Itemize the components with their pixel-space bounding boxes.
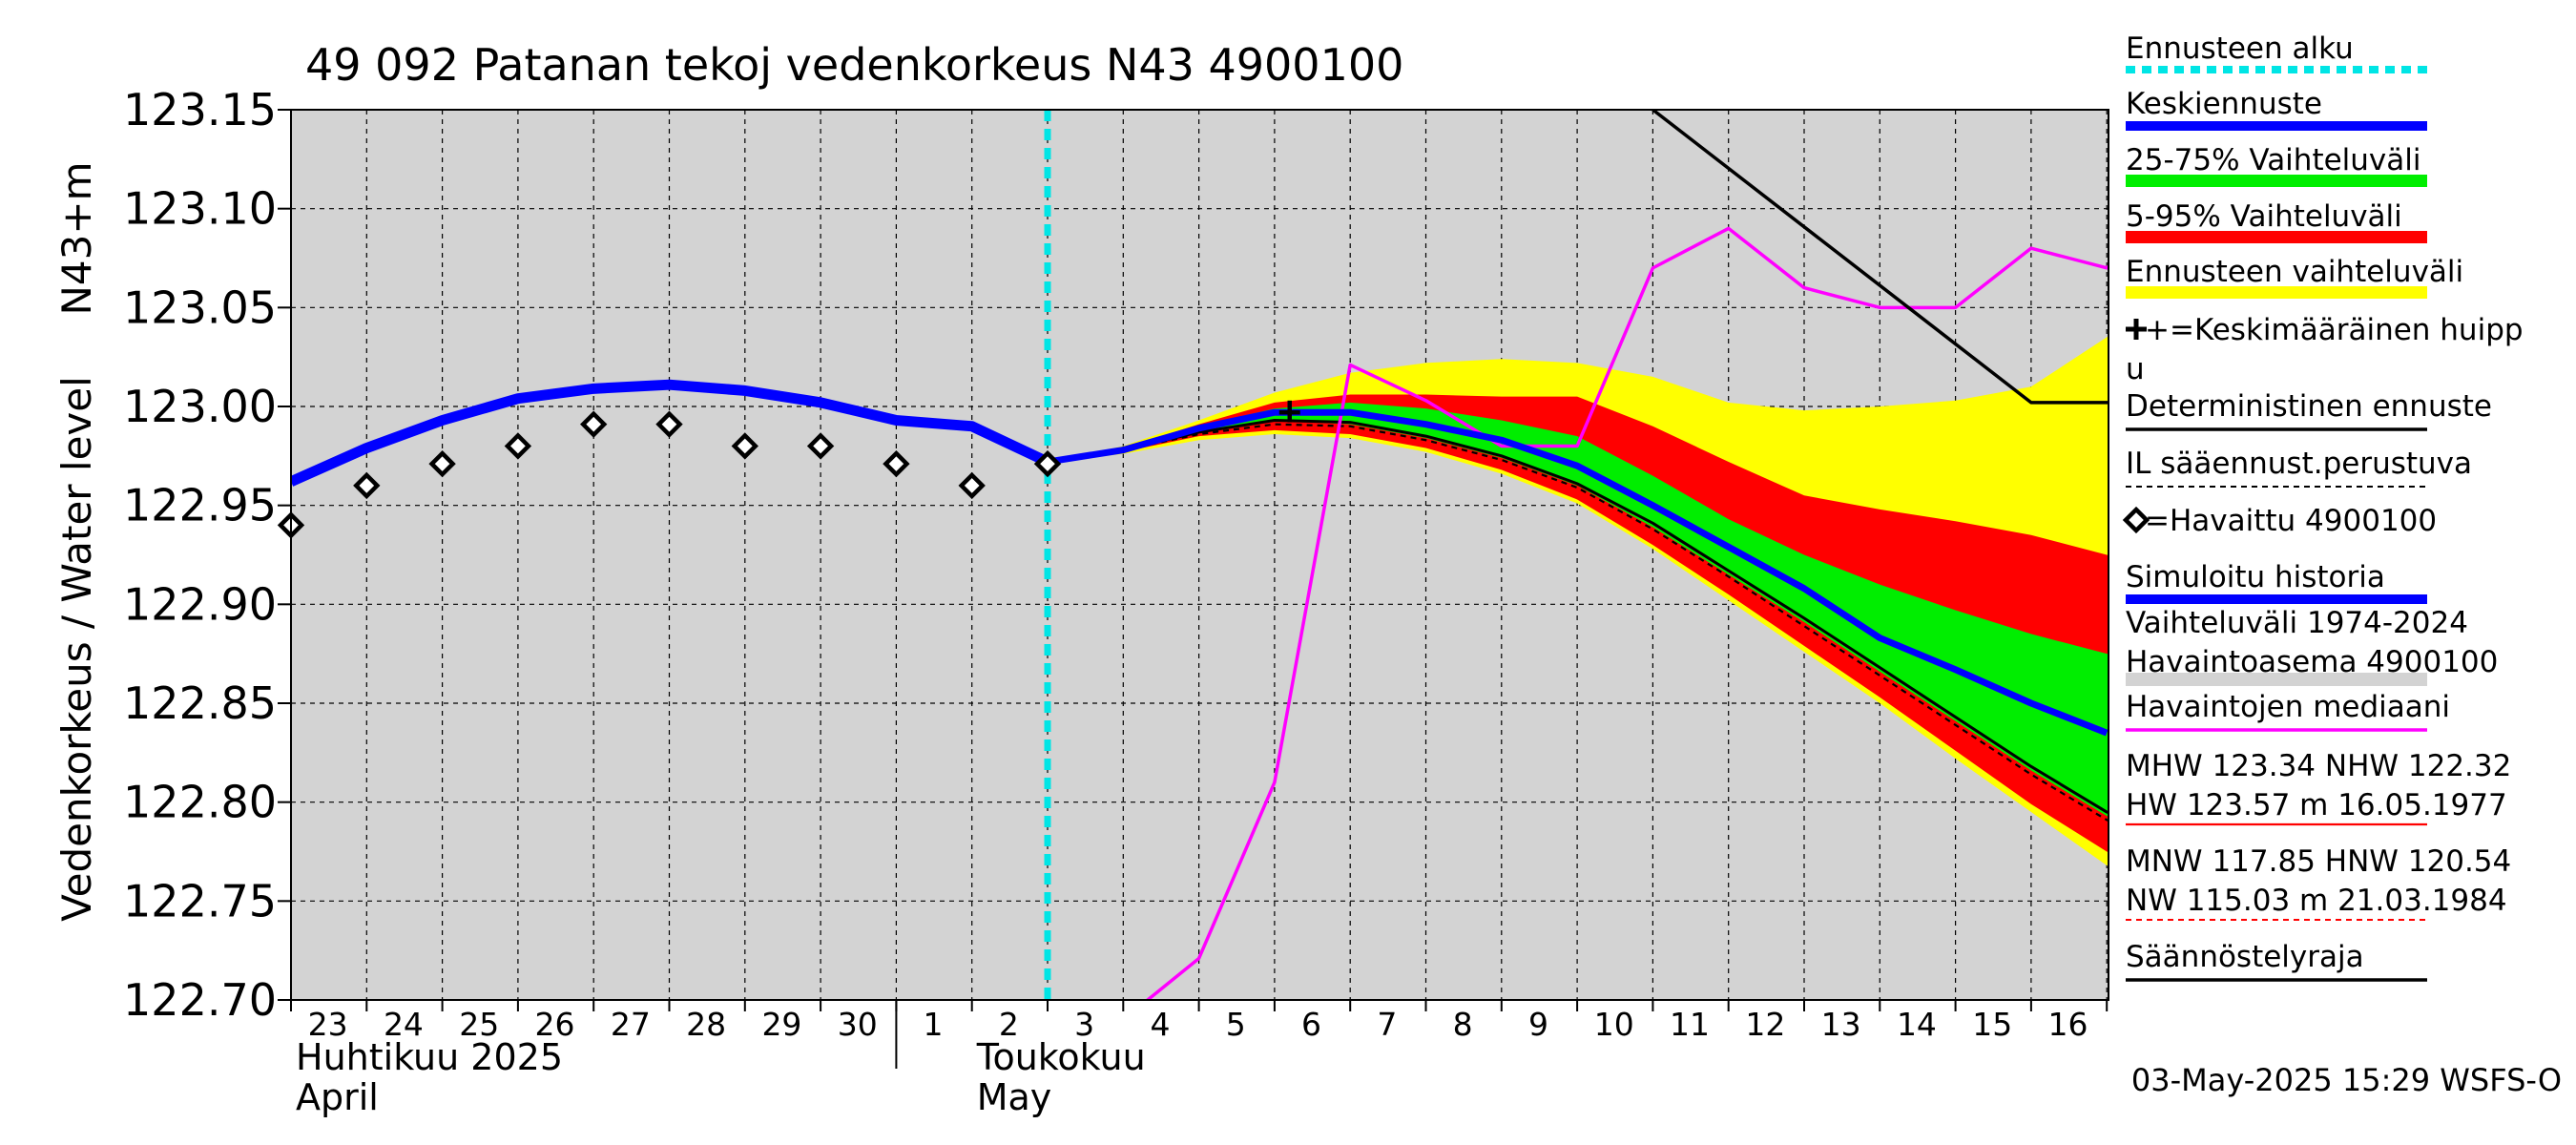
y-tick-label: 122.85 — [123, 677, 277, 729]
legend-label: +=Keskimääräinen huipp — [2145, 313, 2524, 347]
legend-label: NW 115.03 m 21.03.1984 — [2126, 884, 2507, 918]
legend-label: Ennusteen vaihteluväli — [2126, 255, 2463, 289]
y-tick-label: 122.95 — [123, 480, 277, 531]
series-keskiennuste — [1047, 408, 2109, 737]
month-label: Huhtikuu 2025 — [296, 1036, 563, 1078]
legend-label: Ennusteen alku — [2126, 31, 2354, 66]
legend-label: IL sääennust.perustuva — [2126, 447, 2472, 481]
x-tick-label: 1 — [924, 1006, 944, 1043]
legend-label: Simuloitu historia — [2126, 560, 2385, 594]
legend-label: 25-75% Vaihteluväli — [2126, 143, 2421, 177]
legend-swatch-2 — [2126, 175, 2427, 187]
y-tick-label: 122.80 — [123, 777, 277, 828]
month-label-en: May — [977, 1076, 1052, 1118]
x-tick-label: 28 — [686, 1006, 726, 1043]
y-tick-label: 122.75 — [123, 875, 277, 926]
legend-label: HW 123.57 m 16.05.1977 — [2126, 788, 2507, 822]
y-tick-label: 123.00 — [123, 381, 277, 432]
legend-label: Deterministinen ennuste — [2126, 389, 2492, 424]
legend-swatch-10 — [2126, 673, 2427, 686]
x-tick-label: 9 — [1528, 1006, 1548, 1043]
legend-diamond-icon — [2122, 506, 2150, 534]
series-deterministinen-ennuste — [1047, 419, 2109, 815]
legend-label: =Havaittu 4900100 — [2145, 504, 2437, 538]
chart-title: 49 092 Patanan tekoj vedenkorkeus N43 49… — [305, 39, 1403, 91]
observed-point — [655, 410, 683, 438]
legend-swatch-3 — [2126, 231, 2427, 243]
observed-point — [580, 410, 608, 438]
x-tick-label: 5 — [1226, 1006, 1246, 1043]
legend-label: Keskiennuste — [2126, 87, 2322, 121]
x-tick-label: 8 — [1453, 1006, 1473, 1043]
legend-label: MNW 117.85 HNW 120.54 — [2126, 844, 2511, 879]
x-tick-label: 7 — [1377, 1006, 1397, 1043]
observed-point — [504, 432, 532, 460]
observed-point — [428, 449, 456, 478]
footer-timestamp: 03-May-2025 15:29 WSFS-O — [2131, 1062, 2562, 1098]
y-tick-label: 123.15 — [123, 84, 277, 135]
observed-point — [731, 432, 758, 460]
month-label: Toukokuu — [976, 1036, 1146, 1078]
series-havaintojen-mediaani — [1145, 226, 2109, 1000]
x-tick-label: 4 — [1150, 1006, 1170, 1043]
band-ennusteen-vaihteluv-li — [1048, 335, 2109, 867]
x-tick-label: 11 — [1670, 1006, 1710, 1043]
x-tick-label: 14 — [1897, 1006, 1937, 1043]
observed-point — [806, 432, 835, 460]
legend-label: MHW 123.34 NHW 122.32 — [2126, 749, 2511, 783]
legend-label: Säännöstelyraja — [2126, 940, 2364, 974]
x-tick-label: 12 — [1745, 1006, 1785, 1043]
x-tick-label: 24 — [384, 1006, 424, 1043]
series-simuloitu-historia — [291, 379, 1050, 487]
legend: Ennusteen alku Keskiennuste 25-75% Vaihtel… — [2122, 31, 2524, 982]
series-lines — [291, 110, 2109, 1000]
x-tick-label: 30 — [838, 1006, 878, 1043]
y-tick-label: 122.90 — [123, 578, 277, 630]
legend-label: u — [2126, 352, 2145, 386]
legend-label: Havaintojen mediaani — [2126, 690, 2450, 724]
x-tick-label: 16 — [2048, 1006, 2088, 1043]
x-tick-label: 25 — [459, 1006, 499, 1043]
x-tick-label: 26 — [535, 1006, 575, 1043]
x-tick-label: 13 — [1821, 1006, 1861, 1043]
observed-point — [883, 449, 910, 478]
legend-swatch-9 — [2126, 594, 2427, 604]
month-label-en: April — [296, 1076, 379, 1118]
legend-label: 5-95% Vaihteluväli — [2126, 199, 2402, 234]
y-axis-label-unit: N43+m — [53, 162, 100, 316]
x-tick-label: 2 — [999, 1006, 1019, 1043]
x-tick-label: 29 — [761, 1006, 801, 1043]
x-tick-label: 6 — [1301, 1006, 1321, 1043]
x-tick-label: 23 — [308, 1006, 348, 1043]
legend-swatch-1 — [2126, 121, 2427, 131]
legend-swatch-4 — [2126, 286, 2427, 299]
y-tick-label: 123.10 — [123, 183, 277, 235]
observed-point — [1033, 449, 1062, 478]
x-tick-label: 3 — [1074, 1006, 1094, 1043]
y-tick-label: 122.70 — [123, 974, 277, 1026]
legend-label: Vaihteluväli 1974-2024 — [2126, 606, 2468, 640]
x-tick-label: 10 — [1594, 1006, 1634, 1043]
x-tick-label: 27 — [611, 1006, 651, 1043]
observed-point — [958, 471, 986, 500]
axes: 123.15 123.10 123.05 123.00 122.95 122.90 122.… — [123, 84, 2109, 1118]
series-il-s-ennust-perustuva — [1047, 423, 2109, 822]
observed-point — [353, 471, 381, 500]
y-axis-label-left: Vedenkorkeus / Water level — [53, 376, 100, 922]
band-5-95-vaihteluv-li — [1048, 394, 2109, 853]
series-s-nn-stelyraja — [1652, 110, 2109, 405]
x-tick-label: 15 — [1972, 1006, 2012, 1043]
y-tick-label: 123.05 — [123, 281, 277, 333]
